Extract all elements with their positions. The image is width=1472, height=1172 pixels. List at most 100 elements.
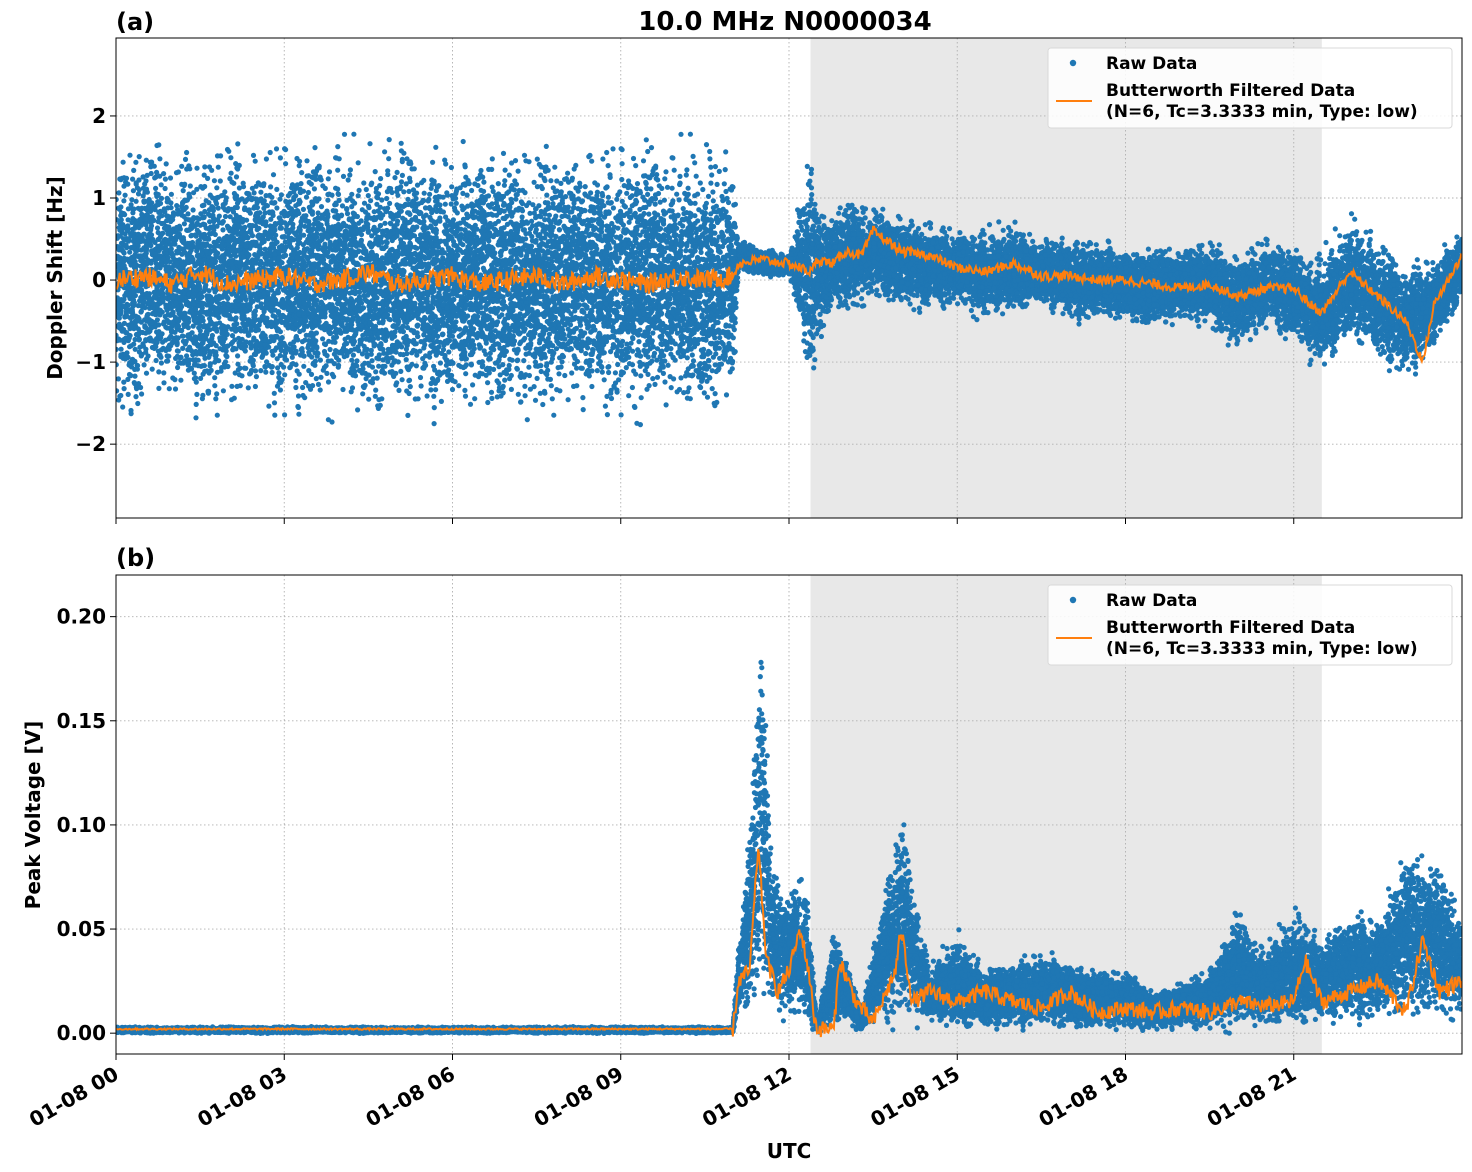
raw-data-point xyxy=(138,309,144,315)
raw-data-point xyxy=(148,170,154,177)
raw-data-point xyxy=(228,233,235,239)
raw-data-point xyxy=(219,265,225,271)
raw-data-point xyxy=(233,174,240,180)
raw-data-point xyxy=(247,358,253,364)
raw-data-point xyxy=(407,384,413,390)
raw-data-point xyxy=(405,306,412,312)
raw-data-point xyxy=(396,305,402,311)
raw-data-point xyxy=(150,338,156,344)
raw-data-point xyxy=(194,391,200,397)
raw-data-point xyxy=(322,185,328,191)
raw-data-point xyxy=(349,357,355,363)
raw-data-point xyxy=(326,264,332,270)
raw-data-point xyxy=(342,336,348,342)
raw-data-point xyxy=(235,166,241,172)
raw-data-point xyxy=(414,245,420,251)
raw-data-point xyxy=(345,177,351,183)
raw-data-point xyxy=(121,320,127,326)
raw-data-point xyxy=(382,220,388,226)
raw-data-point xyxy=(126,291,132,297)
raw-data-point xyxy=(248,266,254,272)
raw-data-point xyxy=(227,316,233,322)
raw-data-point xyxy=(215,205,221,211)
raw-data-point xyxy=(184,244,190,250)
raw-data-point xyxy=(399,251,405,257)
raw-data-point xyxy=(156,369,162,375)
raw-data-point xyxy=(403,333,409,339)
raw-data-point xyxy=(362,256,368,262)
raw-data-point xyxy=(261,237,267,243)
raw-data-point xyxy=(363,186,369,193)
raw-data-point xyxy=(145,291,151,297)
raw-data-point xyxy=(388,247,394,253)
raw-data-point xyxy=(159,297,166,303)
raw-data-point xyxy=(287,190,293,196)
raw-data-point xyxy=(220,388,226,394)
raw-data-point xyxy=(152,251,159,257)
raw-data-point xyxy=(278,361,284,368)
raw-data-point xyxy=(183,315,189,321)
raw-data-point xyxy=(128,373,134,379)
raw-data-point xyxy=(235,141,241,147)
raw-data-point xyxy=(156,142,162,148)
raw-data-point xyxy=(217,295,223,301)
raw-data-point xyxy=(365,203,372,209)
raw-data-point xyxy=(160,256,167,262)
raw-data-point xyxy=(385,171,391,178)
raw-data-point xyxy=(392,175,398,181)
raw-data-point xyxy=(128,411,134,417)
raw-data-point xyxy=(347,172,353,178)
raw-data-point xyxy=(150,236,156,243)
raw-data-point xyxy=(325,249,331,255)
raw-data-point xyxy=(129,197,135,203)
raw-data-point xyxy=(123,242,129,248)
raw-data-point xyxy=(293,348,299,354)
raw-data-point xyxy=(367,308,373,315)
raw-data-point xyxy=(287,299,293,305)
raw-data-point xyxy=(325,176,331,182)
raw-data-point xyxy=(157,307,163,313)
raw-data-point xyxy=(373,239,379,245)
raw-data-point xyxy=(228,155,234,161)
raw-data-point xyxy=(201,363,207,369)
raw-data-point xyxy=(233,253,239,259)
raw-data-point xyxy=(270,236,277,242)
raw-data-point xyxy=(258,304,265,311)
raw-data-point xyxy=(229,179,235,185)
raw-data-point xyxy=(401,261,408,267)
raw-data-point xyxy=(247,304,253,310)
raw-data-point xyxy=(361,293,367,299)
raw-data-point xyxy=(213,343,219,349)
raw-data-point xyxy=(373,387,379,393)
raw-data-point xyxy=(245,191,251,197)
raw-data-point xyxy=(366,362,372,368)
raw-data-point xyxy=(282,247,288,253)
raw-data-point xyxy=(245,330,251,336)
raw-data-point xyxy=(274,186,280,192)
raw-data-point xyxy=(282,146,288,152)
raw-data-point xyxy=(173,299,179,306)
raw-data-point xyxy=(191,301,197,307)
raw-data-point xyxy=(230,209,237,215)
raw-data-point xyxy=(344,197,350,203)
raw-data-point xyxy=(376,343,382,349)
raw-data-point xyxy=(263,156,269,162)
raw-data-point xyxy=(116,190,122,196)
raw-data-point xyxy=(166,270,172,276)
raw-data-point xyxy=(206,231,213,237)
raw-data-point xyxy=(338,301,344,307)
raw-data-point xyxy=(384,189,390,195)
raw-data-point xyxy=(140,174,146,180)
raw-data-point xyxy=(181,262,188,268)
raw-data-point xyxy=(137,263,144,269)
raw-data-point xyxy=(397,341,403,347)
raw-data-point xyxy=(371,209,377,215)
raw-data-point xyxy=(403,357,409,363)
raw-data-point xyxy=(381,292,388,298)
raw-data-point xyxy=(133,159,139,165)
raw-data-point xyxy=(132,292,138,299)
raw-data-point xyxy=(350,229,356,235)
raw-data-point xyxy=(156,236,162,242)
raw-data-point xyxy=(260,348,266,354)
raw-data-point xyxy=(227,238,233,244)
